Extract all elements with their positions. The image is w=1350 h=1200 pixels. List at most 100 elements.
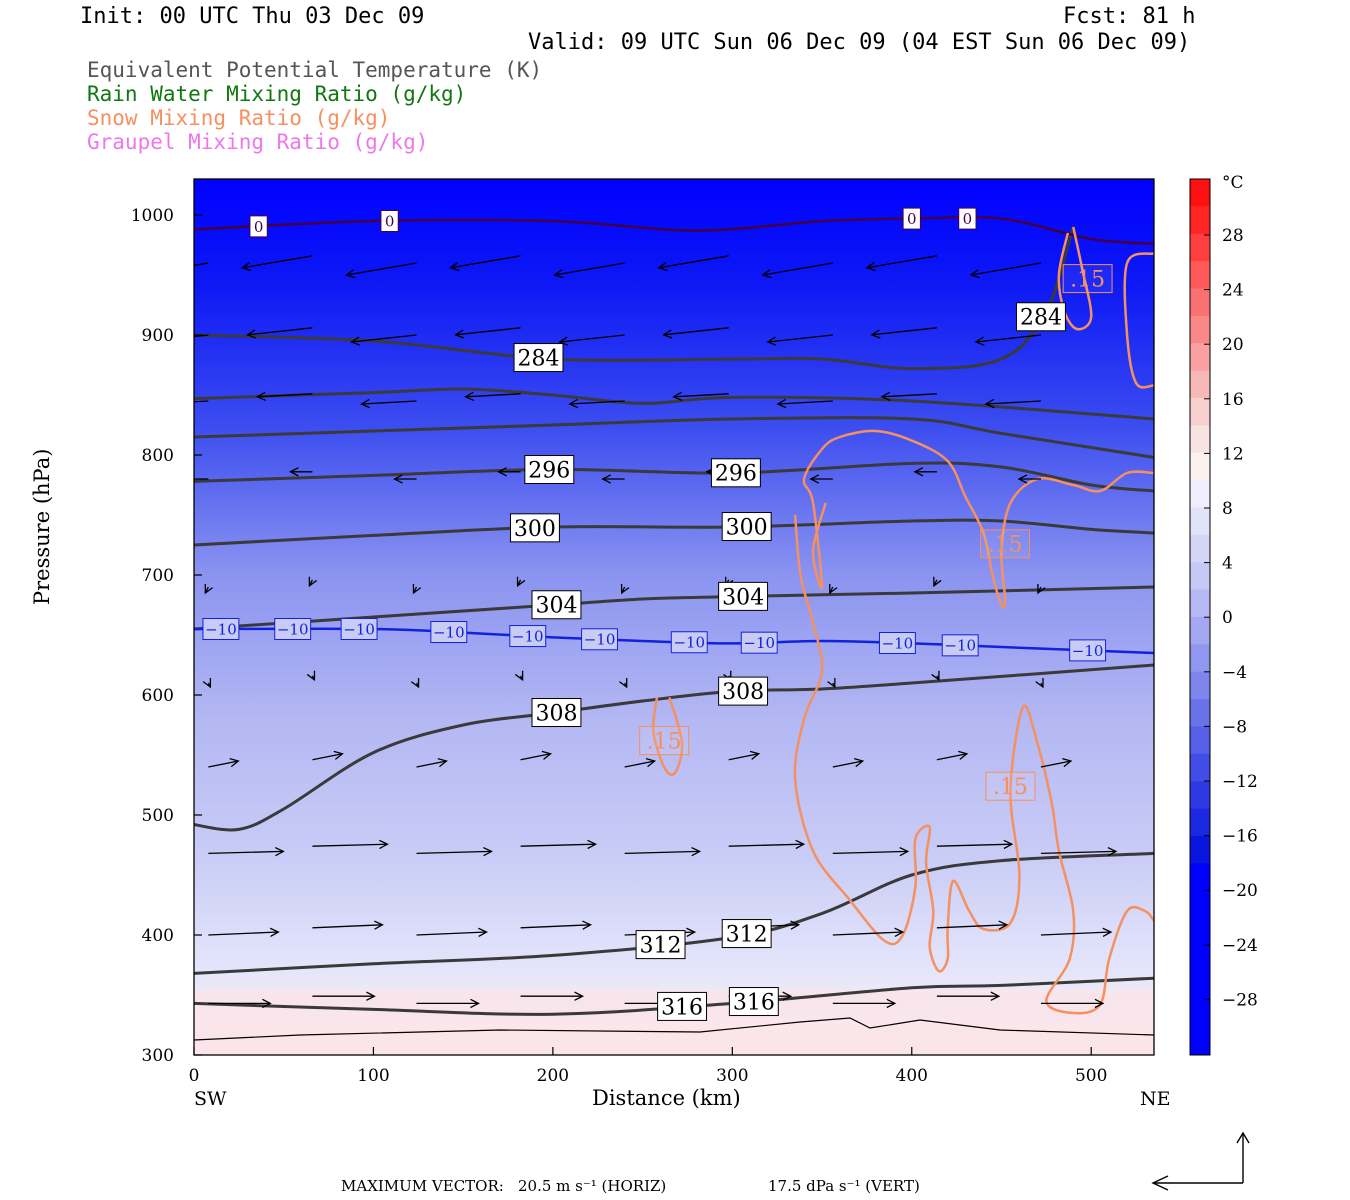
x-tick-label: 300 (716, 1066, 748, 1086)
isotherm-label: 0 (380, 210, 399, 232)
colorbar-step (1190, 233, 1210, 262)
svg-text:−10: −10 (673, 634, 705, 652)
x-tick-label: 0 (189, 1066, 200, 1086)
wind-vector (360, 398, 417, 409)
wind-vector (416, 757, 448, 768)
wind-vector (312, 750, 344, 761)
forecast-hour: Fcst: 81 h (1063, 4, 1196, 29)
wind-vector (776, 398, 833, 409)
colorbar-step (1190, 972, 1210, 1001)
theta-e-label: 308 (718, 676, 769, 706)
wind-vector (936, 839, 1014, 850)
wind-vector (520, 991, 585, 1001)
colorbar-step (1190, 480, 1210, 508)
wind-vector (306, 670, 316, 682)
snow-contour-4 (1057, 226, 1093, 331)
svg-text:−10: −10 (205, 620, 237, 638)
x-axis-title: Distance (km) (592, 1086, 741, 1110)
theta-e-contour-288 (194, 387, 1154, 421)
colorbar-step (1190, 781, 1210, 810)
y-tick-label: 1000 (131, 206, 174, 226)
colorbar-step (1190, 398, 1210, 426)
colorbar-step (1190, 534, 1210, 563)
colorbar-step (1190, 425, 1210, 454)
svg-text:.15: .15 (1070, 268, 1105, 293)
theta-e-contour-308 (194, 663, 1154, 832)
colorbar-tick-label: −12 (1222, 772, 1258, 792)
snow-label: .15 (639, 726, 690, 756)
svg-text:304: 304 (535, 594, 577, 619)
wind-vector (312, 839, 389, 850)
sw-label: SW (194, 1088, 227, 1110)
colorbar-tick-label: −24 (1222, 936, 1258, 956)
wind-vector (208, 757, 240, 768)
wind-vector (393, 474, 417, 484)
theta-e-label: 304 (531, 590, 582, 620)
wind-vector (829, 583, 838, 595)
snow-label: .15 (980, 529, 1031, 559)
wind-vector (870, 327, 937, 339)
wind-vector (936, 750, 969, 761)
wind-vector (514, 670, 524, 682)
wind-vector (913, 467, 937, 477)
colorbar-step (1190, 589, 1210, 618)
y-tick-label: 900 (142, 326, 174, 346)
colorbar-step (1190, 507, 1210, 536)
wind-vector (256, 391, 313, 402)
theta-e-label: 316 (728, 987, 779, 1017)
colorbar-step (1190, 836, 1210, 864)
y-tick-label: 600 (142, 686, 174, 706)
svg-text:316: 316 (733, 990, 775, 1015)
svg-text:−10: −10 (743, 634, 775, 652)
theta-e-label: 308 (531, 698, 582, 728)
wind-vector (619, 677, 628, 689)
svg-text:0: 0 (963, 210, 973, 228)
ne-label: NE (1140, 1088, 1171, 1110)
plot-frame (193, 178, 1155, 1056)
wind-vector (1040, 998, 1105, 1009)
wind-vector (1040, 846, 1118, 857)
wind-vector (865, 255, 937, 272)
svg-text:300: 300 (514, 517, 556, 542)
wind-vector (516, 576, 526, 588)
svg-text:304: 304 (722, 585, 764, 610)
wind-vector (880, 391, 937, 402)
wind-vector (312, 991, 376, 1001)
wind-vector (1037, 583, 1046, 595)
isotherm-label: −10 (340, 618, 378, 640)
wind-vector (350, 334, 417, 346)
colorbar-tick-label: −16 (1222, 827, 1258, 847)
theta-e-label: 312 (721, 919, 772, 949)
x-tick-label: 400 (896, 1066, 928, 1086)
reference-vector-icon (1151, 1131, 1250, 1191)
wind-vector (620, 583, 630, 595)
wind-vector (728, 839, 806, 850)
colorbar-unit: °C (1222, 173, 1244, 193)
svg-text:−10: −10 (882, 634, 914, 652)
isotherm-label: −10 (1069, 639, 1107, 662)
legend-rain: Rain Water Mixing Ratio (g/kg) (87, 82, 467, 106)
snow-contour-1 (651, 697, 684, 776)
svg-text:0: 0 (385, 212, 395, 230)
wind-vector (208, 846, 285, 857)
x-tick-label: 200 (537, 1066, 569, 1086)
svg-text:284: 284 (518, 346, 560, 371)
isotherm-label: 0 (249, 215, 268, 238)
isotherm-label: 0 (958, 207, 977, 230)
colorbar-step (1190, 343, 1210, 372)
svg-text:296: 296 (715, 462, 757, 487)
colorbar-step (1190, 370, 1210, 399)
theta-e-label: 312 (635, 930, 686, 960)
colorbar-tick-label: −8 (1222, 717, 1247, 737)
svg-text:316: 316 (661, 995, 703, 1020)
wind-vector (761, 262, 833, 279)
colorbar-step (1190, 288, 1210, 317)
wind-vector (553, 262, 625, 279)
theta-e-label: 284 (1015, 302, 1066, 332)
colorbar-step (1190, 726, 1210, 755)
svg-text:.15: .15 (993, 775, 1028, 800)
wind-vector (832, 927, 905, 937)
wind-vector (832, 998, 897, 1009)
wind-vector (312, 920, 384, 930)
